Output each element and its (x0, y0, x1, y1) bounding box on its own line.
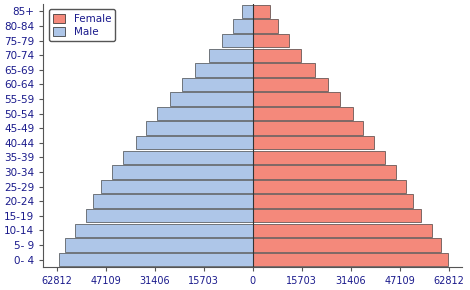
Bar (252, 136, 375, 149)
Legend: Female, Male: Female, Male (49, 9, 115, 41)
Bar (252, 34, 289, 47)
Bar (135, 136, 252, 149)
Bar (252, 19, 278, 33)
Bar (252, 63, 315, 77)
Bar (112, 165, 252, 179)
Bar (123, 151, 252, 164)
Bar (252, 107, 352, 120)
Bar (94, 194, 252, 208)
Bar (65, 238, 252, 252)
Bar (252, 194, 414, 208)
Bar (252, 78, 328, 91)
Bar (252, 92, 340, 106)
Bar (252, 151, 385, 164)
Bar (252, 238, 441, 252)
Bar (195, 63, 252, 77)
Bar (233, 19, 252, 33)
Bar (222, 34, 252, 47)
Bar (75, 224, 252, 237)
Bar (170, 92, 252, 106)
Bar (86, 209, 252, 222)
Bar (252, 180, 406, 193)
Bar (101, 180, 252, 193)
Bar (182, 78, 252, 91)
Bar (209, 48, 252, 62)
Bar (252, 253, 448, 266)
Bar (157, 107, 252, 120)
Bar (252, 5, 270, 18)
Bar (59, 253, 252, 266)
Bar (242, 5, 252, 18)
Bar (252, 224, 432, 237)
Bar (252, 165, 396, 179)
Bar (252, 122, 363, 135)
Bar (147, 122, 252, 135)
Bar (252, 209, 421, 222)
Bar (252, 48, 301, 62)
